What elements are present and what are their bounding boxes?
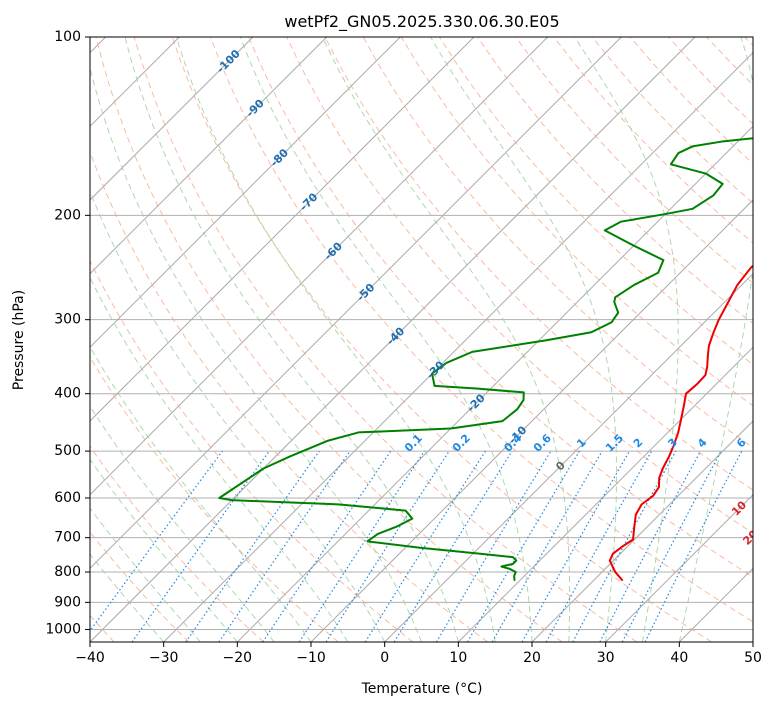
mixing-ratio-line: [298, 450, 425, 642]
x-tick-label: 10: [449, 650, 467, 666]
dry-adiabat: [95, 37, 563, 642]
mixing-ratio-line: [90, 450, 223, 632]
x-tick-label: 20: [523, 650, 541, 666]
dry-adiabat: [171, 37, 712, 642]
dry-adiabat: [286, 37, 753, 534]
moist-adiabat: [90, 276, 349, 642]
x-tick-label: 40: [670, 650, 688, 666]
isotherm-line: [457, 346, 753, 642]
isotherm-line: [90, 37, 622, 570]
mixing-ratio-line: [218, 450, 351, 642]
theta-label: 30: [750, 559, 770, 579]
y-tick-label: 300: [54, 312, 81, 328]
dry-adiabat: [133, 37, 638, 642]
moist-adiabat: [574, 37, 679, 642]
isotherm-line: [531, 420, 753, 642]
isotherm-line: [163, 51, 753, 642]
moist-adiabat: [175, 37, 496, 642]
moist-adiabat: [90, 553, 165, 642]
y-tick-label: 800: [54, 564, 81, 580]
isotherm-line: [236, 125, 753, 642]
moist-adiabat: [90, 458, 238, 642]
moist-adiabat: [90, 507, 201, 642]
y-tick-label: 100: [54, 29, 81, 45]
x-tick-label: 30: [597, 650, 615, 666]
y-tick-label: 200: [54, 207, 81, 223]
mixing-ratio-line: [131, 450, 270, 642]
y-tick-label: 400: [54, 386, 81, 402]
dry-adiabat: [248, 37, 753, 578]
moist-adiabat: [322, 37, 571, 642]
dry-adiabat: [515, 37, 753, 284]
isotherm-line: [90, 37, 475, 422]
x-tick-label: 50: [744, 650, 762, 666]
mixing-ratio-line: [521, 450, 631, 642]
x-tick-label: −30: [149, 650, 179, 666]
mixing-ratio-line: [545, 450, 653, 642]
isotherm-line: [90, 37, 254, 201]
mixing-ratio-line: [185, 450, 320, 642]
y-tick-label: 1000: [45, 621, 81, 637]
x-tick-label: −10: [296, 650, 326, 666]
y-tick-label: 500: [54, 443, 81, 459]
x-tick-label: 0: [380, 650, 389, 666]
dry-adiabat: [210, 37, 753, 623]
temperature-profile-line: [608, 264, 753, 581]
chart-title: wetPf2_GN05.2025.330.06.30.E05: [284, 12, 559, 32]
y-axis-label: Pressure (hPa): [11, 290, 27, 390]
dry-adiabat: [90, 445, 264, 642]
dry-adiabat: [90, 259, 414, 642]
isotherm-line: [90, 37, 328, 275]
moist-adiabat: [124, 37, 459, 642]
isotherm-line: [605, 493, 753, 642]
moist-adiabat: [90, 66, 422, 642]
moist-adiabat: [430, 37, 618, 642]
plot-frame: [89, 36, 754, 643]
x-tick-label: −20: [223, 650, 253, 666]
isotherm-line: [384, 272, 753, 642]
y-tick-label: 900: [54, 594, 81, 610]
moist-adiabat: [239, 37, 533, 642]
mixing-ratio-line: [644, 450, 743, 642]
moist-adiabat: [90, 345, 312, 642]
y-tick-label: 700: [54, 530, 81, 546]
dewpoint-profile-line: [218, 137, 753, 581]
moist-adiabat: [678, 37, 753, 642]
mixing-ratio-line: [393, 450, 513, 642]
dry-adiabat: [324, 37, 753, 491]
moist-adiabat: [90, 405, 275, 642]
mixing-ratio-line: [262, 450, 392, 642]
dry-adiabat: [90, 356, 339, 642]
mixing-ratio-line: [325, 450, 450, 642]
moist-adiabat: [90, 189, 386, 642]
isotherm-line: [90, 37, 401, 349]
x-axis-label: Temperature (°C): [361, 681, 483, 697]
isotherm-line: [90, 37, 549, 496]
x-tick-label: −40: [75, 650, 105, 666]
y-tick-label: 600: [54, 490, 81, 506]
mixing-ratio-line: [572, 450, 677, 642]
